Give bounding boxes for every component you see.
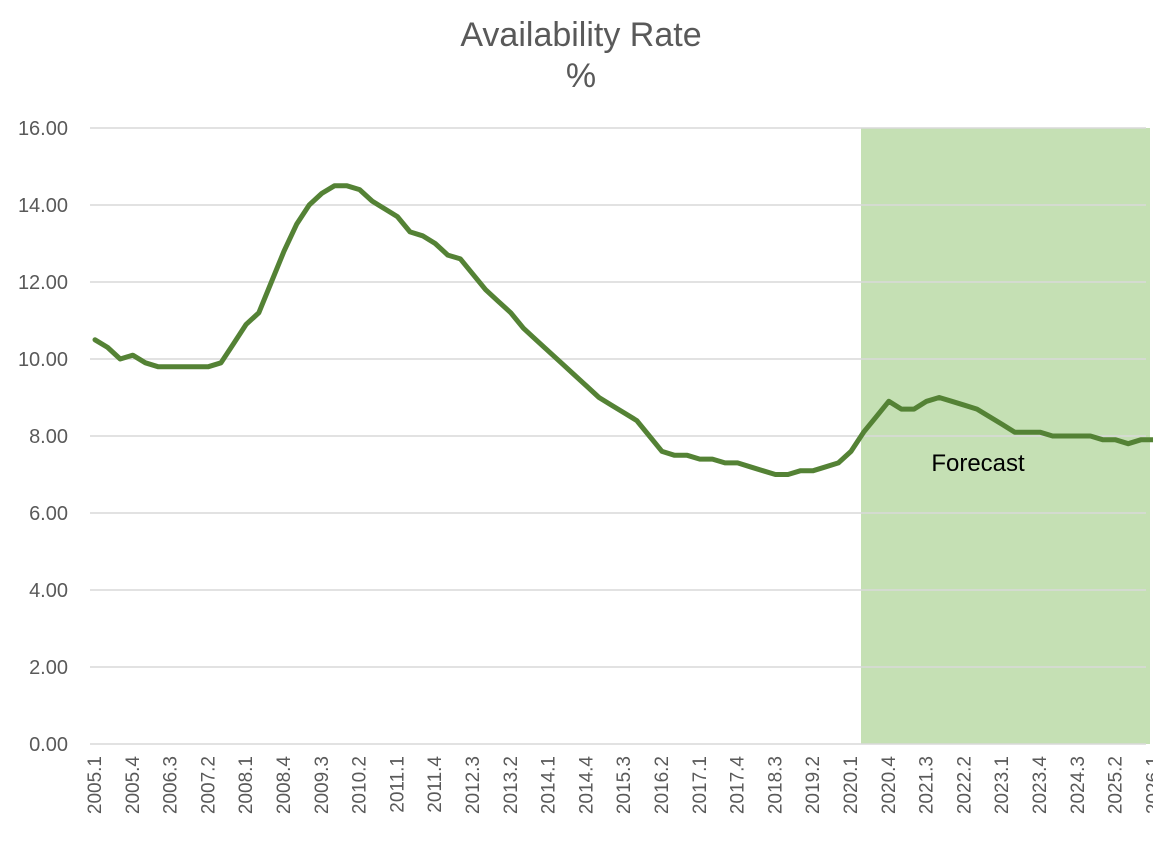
x-tick-label: 2009.3 — [312, 756, 333, 814]
x-tick-label: 2008.4 — [274, 756, 295, 815]
x-tick-label: 2015.3 — [614, 756, 635, 814]
x-tick-label: 2021.3 — [917, 756, 938, 814]
x-tick-label: 2023.4 — [1030, 756, 1051, 815]
x-tick-label: 2005.1 — [85, 756, 106, 814]
x-tick-label: 2014.1 — [539, 756, 560, 814]
x-tick-label: 2005.4 — [123, 756, 144, 815]
x-tick-label: 2026.1 — [1143, 756, 1153, 814]
x-tick-label: 2011.1 — [387, 756, 408, 813]
y-tick-label: 14.00 — [18, 195, 68, 217]
x-tick-label: 2019.2 — [803, 756, 824, 814]
x-tick-label: 2010.2 — [350, 756, 371, 814]
forecast-annotation: Forecast — [931, 450, 1025, 477]
availability-rate-line — [92, 183, 1153, 477]
x-tick-label: 2012.3 — [463, 756, 484, 814]
y-tick-label: 16.00 — [18, 118, 68, 140]
x-tick-label: 2016.2 — [652, 756, 673, 814]
y-tick-label: 2.00 — [29, 657, 68, 679]
x-tick-label: 2014.4 — [576, 756, 597, 815]
x-tick-label: 2020.1 — [841, 756, 862, 814]
x-tick-label: 2022.2 — [954, 756, 975, 814]
x-tick-label: 2024.3 — [1068, 756, 1089, 814]
y-tick-label: 12.00 — [18, 272, 68, 294]
x-tick-label: 2011.4 — [425, 756, 446, 813]
y-tick-label: 4.00 — [29, 580, 68, 602]
x-tick-label: 2013.2 — [501, 756, 522, 814]
x-tick-label: 2018.3 — [765, 756, 786, 814]
x-tick-label: 2023.1 — [992, 756, 1013, 814]
chart-subtitle: % — [566, 57, 596, 95]
x-tick-label: 2008.1 — [236, 756, 257, 814]
x-tick-label: 2020.4 — [879, 756, 900, 815]
y-tick-label: 10.00 — [18, 349, 68, 371]
x-tick-label: 2017.1 — [690, 756, 711, 814]
y-tick-label: 6.00 — [29, 503, 68, 525]
x-tick-label: 2007.2 — [198, 756, 219, 814]
chart-title: Availability Rate — [460, 16, 701, 54]
x-tick-label: 2006.3 — [161, 756, 182, 814]
x-tick-label: 2017.4 — [728, 756, 749, 815]
x-tick-label: 2025.2 — [1106, 756, 1127, 814]
y-tick-label: 0.00 — [29, 734, 68, 756]
y-tick-label: 8.00 — [29, 426, 68, 448]
